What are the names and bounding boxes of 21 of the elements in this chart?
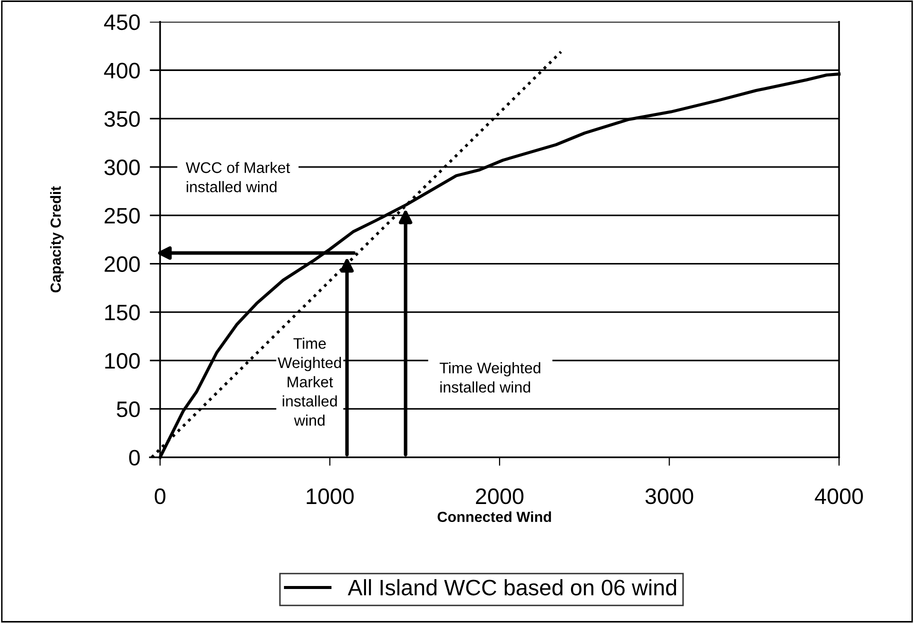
x-tick-label: 1000 — [306, 488, 354, 504]
y-axis-title: Capacity Credit — [50, 186, 64, 292]
x-tick-label: 4000 — [814, 488, 863, 504]
x-tick-label: 0 — [154, 488, 166, 504]
y-tick-label: 100 — [105, 353, 140, 369]
x-tick-label: 2000 — [476, 488, 524, 504]
y-tick-label: 300 — [104, 160, 140, 176]
annotation: WCC of Market installed wind — [186, 162, 290, 192]
y-tick-label: 250 — [104, 208, 140, 224]
y-tick-label: 400 — [104, 62, 140, 78]
x-axis-title: Connected Wind — [438, 511, 551, 522]
x-tick-label: 3000 — [645, 488, 694, 504]
legend-label: All Island WCC based on 06 wind — [348, 579, 676, 596]
y-tick-label: 150 — [105, 304, 140, 320]
y-tick-label: 0 — [129, 450, 140, 466]
y-tick-label: 450 — [104, 14, 140, 30]
annotation: Time Weighted installed wind — [440, 362, 540, 393]
y-tick-label: 50 — [116, 401, 140, 418]
y-tick-label: 200 — [104, 256, 140, 272]
y-tick-label: 350 — [104, 111, 140, 127]
annotation: Time Weighted Market installed wind — [278, 338, 341, 426]
